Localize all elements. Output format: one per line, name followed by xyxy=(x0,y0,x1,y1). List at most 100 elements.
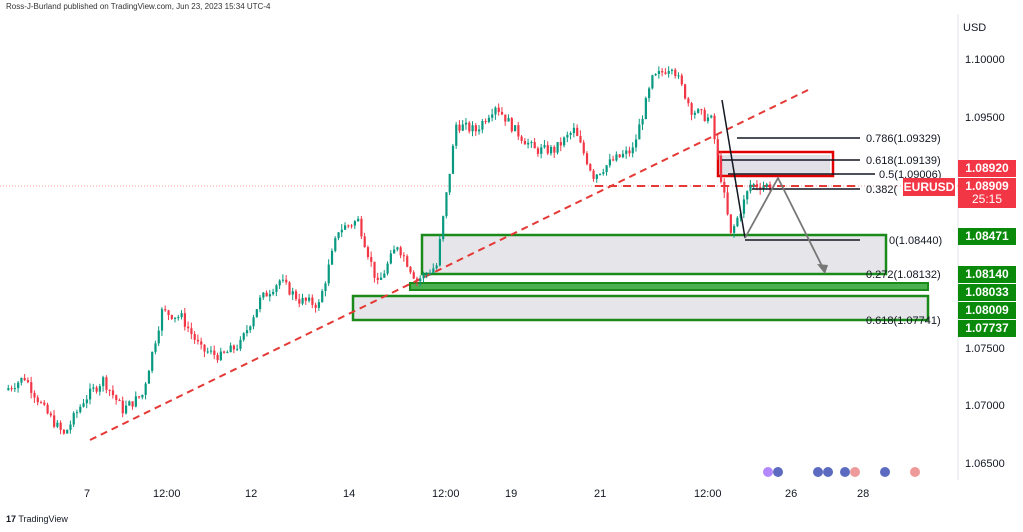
candle xyxy=(742,194,746,219)
candle xyxy=(487,114,491,124)
candle xyxy=(533,138,536,149)
candle xyxy=(507,114,510,122)
candle xyxy=(115,394,118,405)
candle xyxy=(762,181,765,192)
candle xyxy=(105,375,108,394)
price-tick: 1.10000 xyxy=(965,54,1005,66)
candle xyxy=(664,68,667,75)
time-tick: 12:00 xyxy=(153,488,181,500)
candle xyxy=(716,134,719,160)
candle xyxy=(540,143,543,159)
candle xyxy=(595,173,598,183)
candle xyxy=(589,163,592,172)
candle xyxy=(638,118,641,140)
time-tick: 26 xyxy=(785,488,798,500)
candle xyxy=(412,270,415,280)
projection-arrow[interactable] xyxy=(744,176,826,273)
resistance-zone[interactable] xyxy=(716,150,835,178)
candle xyxy=(321,288,324,303)
time-tick: 19 xyxy=(505,488,518,500)
candle xyxy=(641,115,644,131)
candle xyxy=(229,342,232,353)
candle xyxy=(180,310,183,320)
candle xyxy=(164,305,167,312)
candle xyxy=(749,180,752,194)
fib-0618-ext: 0.618(1.07741) xyxy=(866,315,941,327)
fibonacci-retracement[interactable]: 0.786(1.09329) 0.618(1.09139) 0.5(1.0900… xyxy=(722,133,942,327)
candle xyxy=(17,380,20,393)
candle xyxy=(46,402,49,415)
candle xyxy=(298,293,301,308)
candle xyxy=(386,261,389,276)
price-tag-green: 1.07737 xyxy=(958,320,1016,337)
candle xyxy=(667,66,670,78)
candle xyxy=(193,331,196,344)
tradingview-logo[interactable]: 17 TradingView xyxy=(6,514,68,524)
candle xyxy=(435,263,438,270)
time-tick: 12:00 xyxy=(694,488,722,500)
candle xyxy=(252,314,255,330)
candle xyxy=(56,419,59,429)
candle xyxy=(26,377,30,384)
candle xyxy=(563,136,566,148)
time-tick: 12:00 xyxy=(432,488,460,500)
candle xyxy=(602,168,605,176)
candle xyxy=(383,270,386,278)
candle xyxy=(278,279,281,289)
candle xyxy=(393,245,396,254)
candle xyxy=(690,101,693,121)
candle xyxy=(209,346,213,355)
candle xyxy=(415,276,419,287)
candle xyxy=(523,138,527,145)
candle xyxy=(311,294,314,309)
candle xyxy=(121,396,124,418)
candle xyxy=(330,248,334,266)
candle xyxy=(474,123,477,136)
support-zone-1[interactable] xyxy=(420,233,888,276)
time-tick: 12 xyxy=(245,488,258,500)
candle xyxy=(746,190,749,205)
candle xyxy=(187,321,190,333)
candle xyxy=(23,374,26,382)
candle xyxy=(79,404,82,414)
candle xyxy=(203,344,206,358)
candle xyxy=(226,350,229,354)
support-zone-3[interactable] xyxy=(351,294,930,322)
candle xyxy=(634,134,638,152)
candle xyxy=(111,385,115,399)
candle xyxy=(160,307,164,336)
trendline[interactable] xyxy=(89,89,809,441)
candle xyxy=(39,400,43,404)
candle xyxy=(265,290,268,297)
candle xyxy=(572,122,576,138)
candle xyxy=(445,191,448,219)
candle xyxy=(66,429,69,434)
candle xyxy=(703,107,706,122)
candle xyxy=(693,110,697,119)
candle xyxy=(661,67,664,77)
candle xyxy=(684,83,687,100)
candle xyxy=(223,350,226,354)
price-tick: 1.06500 xyxy=(965,458,1005,470)
candle xyxy=(530,140,533,148)
candle xyxy=(344,222,347,231)
candle xyxy=(517,121,520,141)
time-tick: 28 xyxy=(857,488,870,500)
candle xyxy=(451,143,455,174)
support-zone-2[interactable] xyxy=(409,282,929,291)
candle xyxy=(20,377,23,386)
chart-canvas[interactable]: 0.786(1.09329) 0.618(1.09139) 0.5(1.0900… xyxy=(0,14,1023,514)
candle xyxy=(291,287,294,301)
candle xyxy=(719,151,723,184)
price-tick: 1.09500 xyxy=(965,112,1005,124)
candle xyxy=(190,322,193,340)
candle xyxy=(621,150,625,159)
candle xyxy=(30,376,33,399)
candle xyxy=(527,138,530,149)
candle xyxy=(272,288,275,296)
candle xyxy=(370,251,373,267)
candle xyxy=(327,259,330,287)
candle xyxy=(124,400,128,415)
resistance-fill xyxy=(718,155,830,175)
event-icons[interactable] xyxy=(763,467,920,477)
